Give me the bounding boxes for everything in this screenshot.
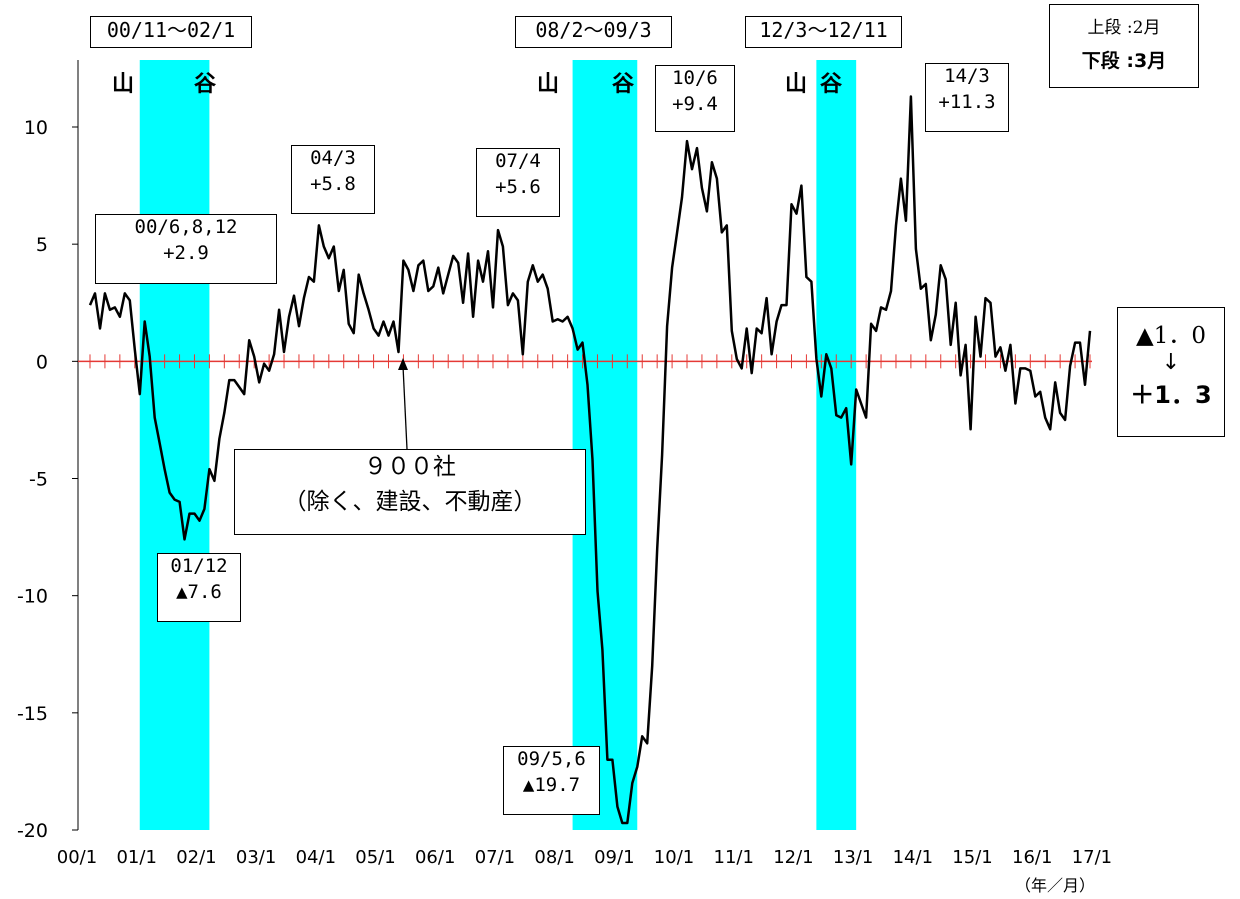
x-tick-label-09-1: 09/1 xyxy=(594,847,634,868)
y-tick-label-0: 0 xyxy=(36,351,48,373)
change-to: ＋1．3 xyxy=(1130,381,1212,409)
legend-top: 上段 :2月 xyxy=(1087,18,1161,38)
y-tick-label-10: 10 xyxy=(24,117,48,139)
x-tick-label-15-1: 15/1 xyxy=(952,847,992,868)
x-tick-label-17-1: 17/1 xyxy=(1072,847,1112,868)
band-label-2: 08/2～09/3 xyxy=(515,16,672,48)
annotation-arrow xyxy=(398,358,408,450)
annotation-2014-3: 14/3 +11.3 xyxy=(925,63,1009,132)
y-tick-label--10: -10 xyxy=(17,586,48,608)
y-tick-label--15: -15 xyxy=(17,703,48,725)
annotation-2009-5: 09/5,6 ▲19.7 xyxy=(503,746,600,815)
change-from: ▲1．0 xyxy=(1136,323,1206,349)
annotation-2010-6: 10/6 +9.4 xyxy=(655,65,735,132)
x-unit-note: （年／月） xyxy=(1015,876,1096,895)
band-peak-3: 山 xyxy=(785,72,808,97)
annotation-arrow-line xyxy=(402,365,408,450)
x-tick-label-13-1: 13/1 xyxy=(833,847,873,868)
x-tick-label-00-1: 00/1 xyxy=(57,847,97,868)
annotation-arrow-head xyxy=(398,358,408,370)
y-tick-label-5: 5 xyxy=(36,234,48,256)
band-trough-1: 谷 xyxy=(194,72,217,97)
band-label-1: 00/11～02/1 xyxy=(90,16,252,48)
x-tick-label-05-1: 05/1 xyxy=(355,847,395,868)
x-tick-label-04-1: 04/1 xyxy=(296,847,336,868)
band-trough-3: 谷 xyxy=(820,72,843,97)
x-tick-label-01-1: 01/1 xyxy=(116,847,156,868)
x-tick-label-03-1: 03/1 xyxy=(236,847,276,868)
series-line xyxy=(88,95,1092,825)
x-tick-label-08-1: 08/1 xyxy=(534,847,574,868)
legend: 上段 :2月 下段 :3月 xyxy=(1049,4,1199,88)
x-tick-label-06-1: 06/1 xyxy=(415,847,455,868)
series-line-group xyxy=(88,95,1092,825)
change-arrow: ↓ xyxy=(1161,350,1181,375)
axes: 10 5 0 -5 -10 -15 -20 00/1 01/1 02/1 03/1 04/1 05/1 0… xyxy=(17,60,1112,868)
recession-band-1 xyxy=(139,60,210,830)
band-label-3: 12/3～12/11 xyxy=(745,16,902,48)
x-tick-label-16-1: 16/1 xyxy=(1012,847,1052,868)
legend-bottom: 下段 :3月 xyxy=(1081,50,1167,72)
annotation-sample: ９００社 （除く、建設、不動産） xyxy=(234,449,586,535)
y-tick-label--5: -5 xyxy=(29,469,48,491)
band-trough-2: 谷 xyxy=(612,72,635,97)
x-tick-label-12-1: 12/1 xyxy=(773,847,813,868)
x-tick-label-10-1: 10/1 xyxy=(654,847,694,868)
x-tick-label-07-1: 07/1 xyxy=(475,847,515,868)
annotation-2007-4: 07/4 +5.6 xyxy=(476,148,560,217)
annotation-2000: 00/6,8,12 +2.9 xyxy=(95,214,277,284)
change-box: ▲1．0 ↓ ＋1．3 xyxy=(1117,307,1225,437)
band-peak-2: 山 xyxy=(537,72,560,97)
annotation-2004-3: 04/3 +5.8 xyxy=(291,145,375,214)
band-peak-1: 山 xyxy=(112,72,135,97)
y-tick-label--20: -20 xyxy=(17,820,48,842)
x-tick-label-11-1: 11/1 xyxy=(714,847,754,868)
annotation-2001-12: 01/12 ▲7.6 xyxy=(157,553,241,622)
x-tick-label-02-1: 02/1 xyxy=(176,847,216,868)
x-tick-label-14-1: 14/1 xyxy=(893,847,933,868)
